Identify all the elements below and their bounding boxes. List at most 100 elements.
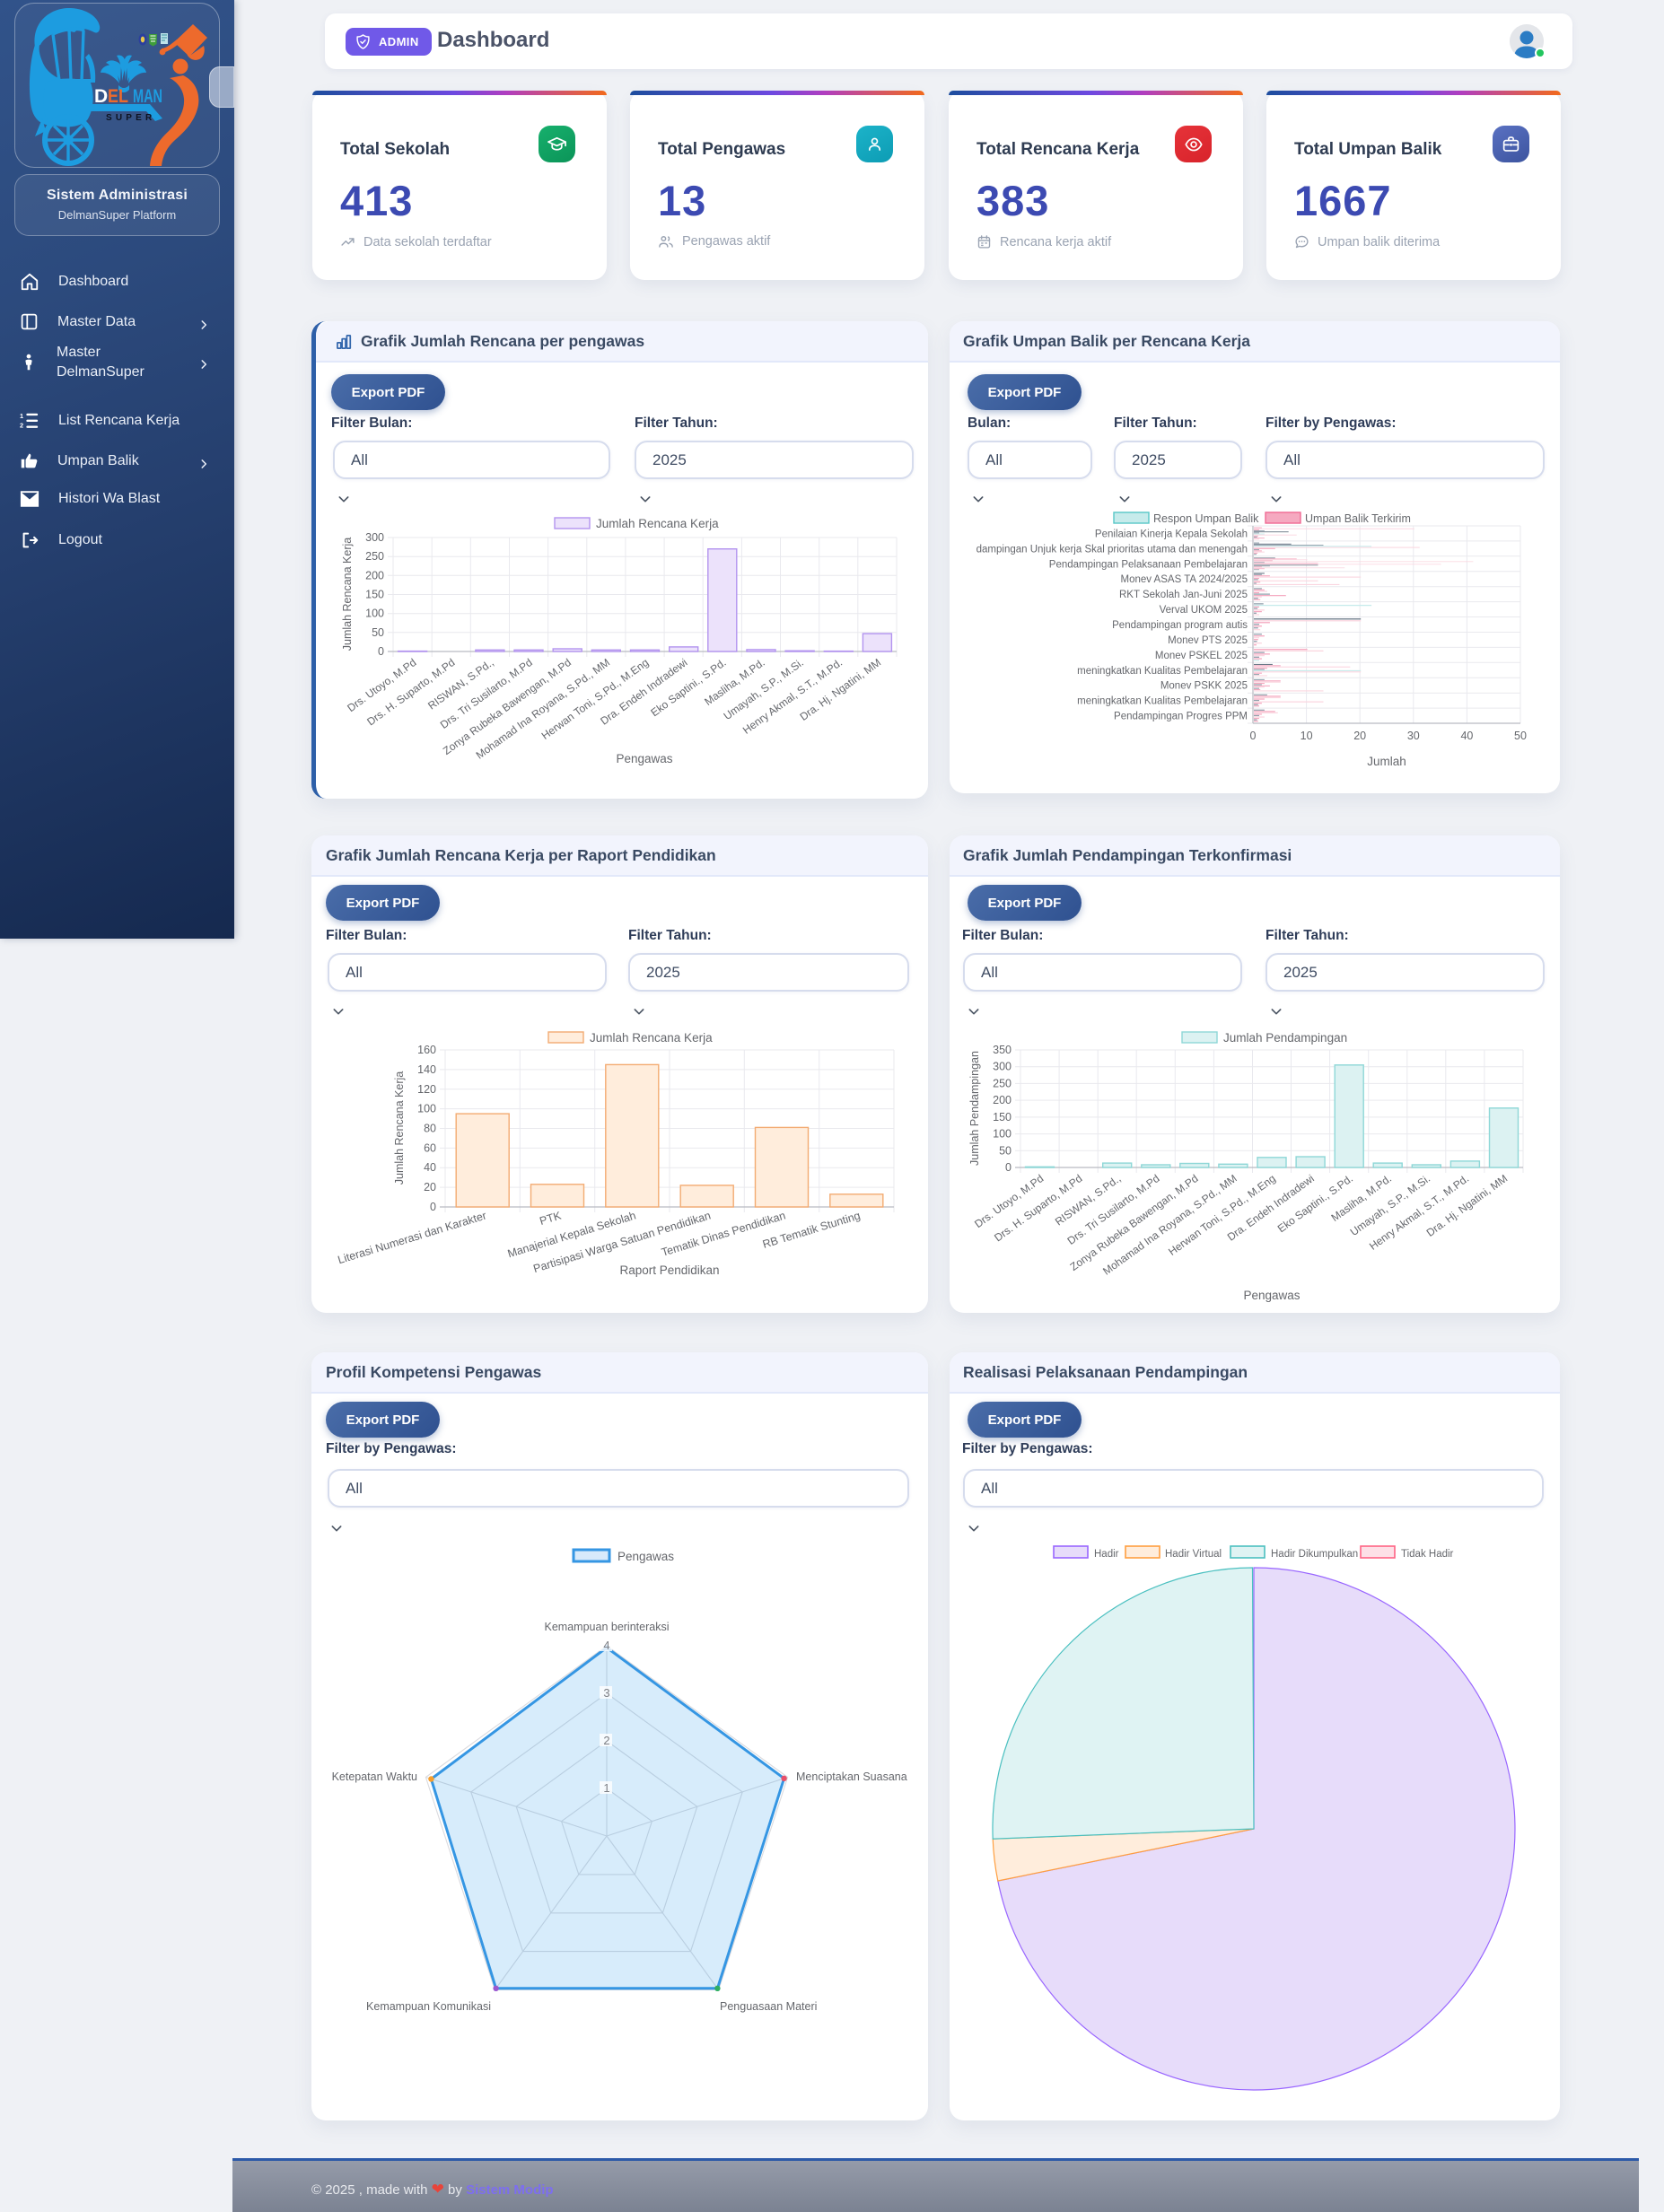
svg-text:Jumlah Rencana Kerja: Jumlah Rencana Kerja (590, 1031, 713, 1045)
svg-text:Jumlah Rencana Kerja: Jumlah Rencana Kerja (341, 538, 354, 651)
svg-text:Drs. Tri Susilarto, M.Pd: Drs. Tri Susilarto, M.Pd (438, 656, 535, 731)
svg-text:40: 40 (1460, 730, 1473, 742)
svg-text:160: 160 (417, 1044, 436, 1056)
svg-text:RISWAN, S.Pd.,: RISWAN, S.Pd., (425, 656, 496, 712)
svg-text:Drs. Utoyo, M.Pd: Drs. Utoyo, M.Pd (345, 656, 418, 714)
svg-text:0: 0 (1250, 730, 1257, 742)
svg-text:Hadir: Hadir (1094, 1549, 1119, 1560)
svg-text:Ketepatan Waktu: Ketepatan Waktu (332, 1770, 417, 1783)
svg-text:Dra. Endeh Indradewi: Dra. Endeh Indradewi (598, 656, 689, 728)
svg-text:Jumlah Rencana Kerja: Jumlah Rencana Kerja (393, 1071, 406, 1185)
svg-text:Pendampingan Pelaksanaan Pembe: Pendampingan Pelaksanaan Pembelajaran (1049, 559, 1248, 570)
svg-text:Umayah, S.P., M.Si.: Umayah, S.P., M.Si. (1348, 1172, 1432, 1238)
svg-text:Menciptakan Suasana: Menciptakan Suasana (796, 1770, 907, 1783)
svg-text:Masliha, M.Pd.: Masliha, M.Pd. (1329, 1172, 1394, 1224)
svg-text:PTK: PTK (539, 1209, 564, 1228)
svg-text:Literasi Numerasi dan Karakter: Literasi Numerasi dan Karakter (337, 1209, 488, 1266)
svg-text:SUPER: SUPER (106, 113, 155, 123)
svg-text:50: 50 (372, 626, 384, 639)
svg-text:Monev ASAS TA 2024/2025: Monev ASAS TA 2024/2025 (1120, 574, 1248, 585)
svg-text:3: 3 (603, 1686, 609, 1700)
svg-text:Dra. Hj. Ngatini, MM: Dra. Hj. Ngatini, MM (1424, 1172, 1511, 1239)
svg-text:Dra. Hj. Ngatini, MM: Dra. Hj. Ngatini, MM (798, 656, 884, 723)
svg-text:2: 2 (603, 1734, 609, 1747)
svg-text:300: 300 (993, 1061, 1012, 1073)
svg-text:Henry Akmal, S.T., M.Pd.: Henry Akmal, S.T., M.Pd. (1367, 1172, 1471, 1253)
svg-text:Jumlah Rencana Kerja: Jumlah Rencana Kerja (596, 517, 719, 530)
svg-text:Drs. Utoyo, M.Pd: Drs. Utoyo, M.Pd (972, 1172, 1046, 1230)
svg-text:Pengawas: Pengawas (616, 752, 672, 765)
svg-text:Jumlah: Jumlah (1367, 755, 1406, 768)
svg-text:100: 100 (417, 1103, 436, 1115)
svg-text:Masliha, M.Pd.: Masliha, M.Pd. (702, 656, 766, 708)
svg-text:10: 10 (1301, 730, 1313, 742)
svg-text:Verval UKOM 2025: Verval UKOM 2025 (1160, 605, 1248, 616)
svg-text:150: 150 (993, 1111, 1012, 1123)
svg-text:Kemampuan berinteraksi: Kemampuan berinteraksi (545, 1621, 670, 1633)
svg-text:Eko Saptini., S.Pd.: Eko Saptini., S.Pd. (648, 656, 728, 719)
svg-text:4: 4 (603, 1639, 609, 1652)
svg-text:Raport Pendidikan: Raport Pendidikan (619, 1263, 719, 1277)
svg-text:0: 0 (430, 1201, 436, 1213)
svg-text:150: 150 (365, 589, 384, 601)
svg-text:40: 40 (424, 1161, 436, 1174)
svg-text:Penilaian Kinerja Kepala Sekol: Penilaian Kinerja Kepala Sekolah (1095, 529, 1248, 540)
svg-text:Umayah, S.P., M.Si.: Umayah, S.P., M.Si. (721, 656, 805, 722)
svg-text:250: 250 (993, 1077, 1012, 1089)
svg-text:Eko Saptini., S.Pd.: Eko Saptini., S.Pd. (1275, 1172, 1355, 1235)
svg-text:Pendampingan program autis: Pendampingan program autis (1112, 620, 1248, 631)
svg-text:Umpan Balik Terkirim: Umpan Balik Terkirim (1305, 512, 1411, 525)
svg-text:D: D (94, 86, 108, 107)
svg-text:Pengawas: Pengawas (1243, 1289, 1300, 1302)
svg-text:Kemampuan Komunikasi: Kemampuan Komunikasi (366, 2000, 491, 2013)
svg-text:Mohamad Ina Royana, S.Pd., MM: Mohamad Ina Royana, S.Pd., MM (474, 656, 612, 762)
svg-text:Drs. H. Suparto, M.Pd: Drs. H. Suparto, M.Pd (992, 1172, 1084, 1244)
svg-text:200: 200 (993, 1094, 1012, 1106)
svg-text:Tidak Hadir: Tidak Hadir (1401, 1549, 1454, 1560)
svg-text:30: 30 (1407, 730, 1420, 742)
svg-text:Jumlah Pendampingan: Jumlah Pendampingan (968, 1051, 981, 1166)
svg-text:20: 20 (1353, 730, 1366, 742)
svg-text:Herwan Toni, S.Pd., M.Eng: Herwan Toni, S.Pd., M.Eng (539, 656, 652, 742)
svg-text:0: 0 (1005, 1161, 1012, 1174)
svg-text:Drs. H. Suparto, M.Pd: Drs. H. Suparto, M.Pd (364, 656, 457, 728)
svg-text:Respon Umpan Balik: Respon Umpan Balik (1153, 512, 1259, 525)
svg-text:50: 50 (1514, 730, 1527, 742)
svg-text:Partisipasi Warga Satuan Pendi: Partisipasi Warga Satuan Pendidikan (532, 1209, 713, 1275)
svg-text:60: 60 (424, 1141, 436, 1154)
svg-text:Penguasaan Materi: Penguasaan Materi (720, 2000, 817, 2013)
svg-text:Pendampingan Progres PPM: Pendampingan Progres PPM (1114, 712, 1248, 722)
svg-text:RISWAN, S.Pd.,: RISWAN, S.Pd., (1053, 1172, 1124, 1228)
svg-text:MAN: MAN (133, 86, 162, 107)
svg-text:RKT Sekolah Jan-Juni 2025: RKT Sekolah Jan-Juni 2025 (1119, 590, 1248, 600)
svg-text:Zonya Rubeka Bawengan, M.Pd: Zonya Rubeka Bawengan, M.Pd (441, 656, 574, 757)
svg-text:120: 120 (417, 1083, 436, 1096)
svg-text:Herwan Toni, S.Pd., M.Eng: Herwan Toni, S.Pd., M.Eng (1166, 1172, 1278, 1258)
svg-text:2: 2 (20, 421, 23, 429)
svg-text:Hadir Virtual: Hadir Virtual (1165, 1549, 1222, 1560)
svg-text:350: 350 (993, 1044, 1012, 1056)
svg-text:1: 1 (603, 1781, 609, 1795)
svg-text:20: 20 (424, 1181, 436, 1193)
svg-text:80: 80 (424, 1123, 436, 1135)
svg-text:250: 250 (365, 550, 384, 563)
svg-text:200: 200 (365, 569, 384, 581)
svg-text:Manajerial Kepala Sekolah: Manajerial Kepala Sekolah (506, 1209, 637, 1260)
svg-text:Monev PTS 2025: Monev PTS 2025 (1168, 635, 1248, 646)
svg-text:50: 50 (999, 1144, 1012, 1157)
svg-text:meningkatkan Kualitas Pembelaj: meningkatkan Kualitas Pembelajaran (1077, 666, 1248, 677)
svg-text:Zonya Rubeka Bawengan, M.Pd: Zonya Rubeka Bawengan, M.Pd (1068, 1172, 1201, 1273)
svg-text:300: 300 (365, 531, 384, 544)
svg-text:Henry Akmal, S.T., M.Pd.: Henry Akmal, S.T., M.Pd. (740, 656, 845, 737)
svg-text:Monev PSKEL 2025: Monev PSKEL 2025 (1155, 651, 1248, 661)
svg-text:0: 0 (378, 645, 384, 658)
svg-text:dampingan Unjuk kerja Skal pri: dampingan Unjuk kerja Skal prioritas uta… (977, 544, 1248, 555)
svg-text:100: 100 (993, 1128, 1012, 1141)
svg-text:100: 100 (365, 608, 384, 620)
svg-text:Monev PSKK 2025: Monev PSKK 2025 (1160, 681, 1248, 692)
svg-text:Jumlah Pendampingan: Jumlah Pendampingan (1223, 1031, 1347, 1045)
svg-text:Hadir Dikumpulkan: Hadir Dikumpulkan (1271, 1549, 1358, 1560)
svg-text:Drs. Tri Susilarto, M.Pd: Drs. Tri Susilarto, M.Pd (1065, 1172, 1162, 1247)
svg-text:140: 140 (417, 1063, 436, 1076)
svg-text:Tematik Dinas Pendidikan: Tematik Dinas Pendidikan (660, 1209, 787, 1258)
